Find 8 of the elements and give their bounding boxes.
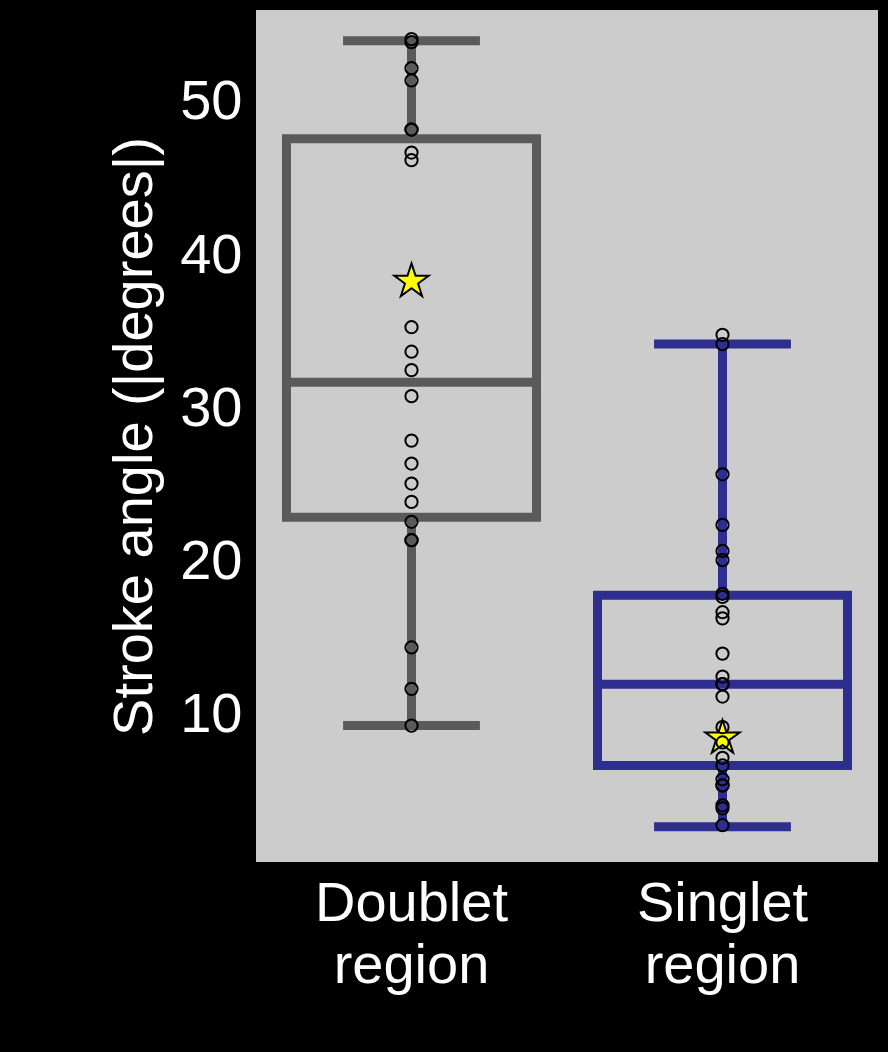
y-axis-title: Stroke angle (|degrees|) xyxy=(101,137,165,736)
x-tick-label: Doublet region xyxy=(314,869,509,995)
y-tick-label: 20 xyxy=(180,528,243,592)
y-tick-label: 30 xyxy=(180,374,243,438)
y-tick-label: 40 xyxy=(180,221,243,285)
y-tick-label: 10 xyxy=(180,681,243,745)
y-tick-label: 50 xyxy=(180,68,243,132)
x-tick-label: Singlet region xyxy=(636,869,809,995)
